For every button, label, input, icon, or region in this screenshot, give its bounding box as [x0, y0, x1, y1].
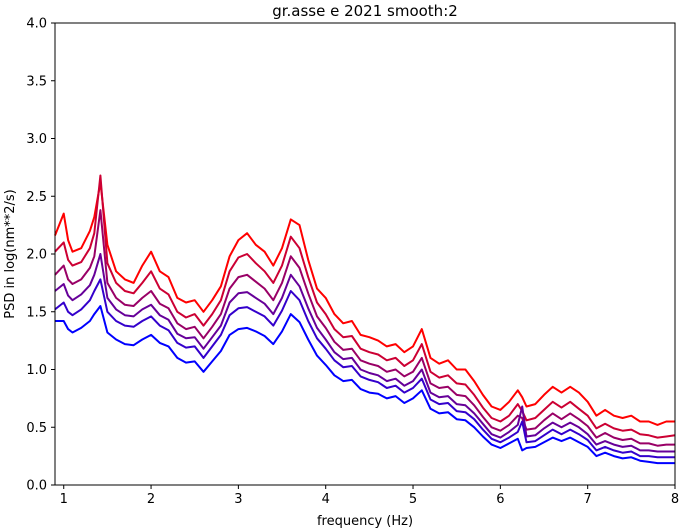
y-tick-label-6: 3.0	[26, 132, 47, 147]
y-tick-label-1: 0.5	[26, 421, 47, 436]
x-tick-label-1: 1	[60, 492, 68, 507]
plot-frame	[54, 22, 676, 486]
y-tick-label-2: 1.0	[26, 363, 47, 378]
series-line-3	[54, 209, 675, 447]
y-axis-label: PSD in log(nm**2/s)	[3, 189, 18, 319]
x-tick-label-7: 7	[584, 492, 592, 507]
series-line-2	[54, 174, 676, 439]
series-line-6	[55, 305, 675, 465]
y-tick-label-7: 3.5	[26, 74, 47, 89]
series-line-1	[54, 181, 675, 426]
x-tick-label-2: 2	[147, 492, 155, 507]
y-tick-label-0: 0.0	[26, 479, 47, 494]
x-tick-label-4: 4	[322, 492, 330, 507]
series-layer	[54, 174, 676, 465]
ticks-layer: 1 2 3 4 5 6 7 8 0.0 0.5 1.0 1.5 2.0 2.5 3.0 3.5 4.0	[26, 17, 679, 508]
series-line-5	[54, 278, 675, 459]
y-tick-label-5: 2.5	[26, 190, 47, 205]
x-axis-label: frequency (Hz)	[317, 514, 413, 529]
x-tick-label-3: 3	[234, 492, 242, 507]
y-tick-label-4: 2.0	[26, 248, 47, 263]
x-tick-label-6: 6	[496, 492, 504, 507]
series-line-4	[54, 253, 675, 453]
x-tick-label-8: 8	[671, 492, 679, 507]
chart-title: gr.asse e 2021 smooth:2	[272, 2, 458, 20]
y-tick-label-8: 4.0	[26, 17, 47, 32]
y-tick-label-3: 1.5	[26, 305, 47, 320]
x-tick-label-5: 5	[409, 492, 417, 507]
